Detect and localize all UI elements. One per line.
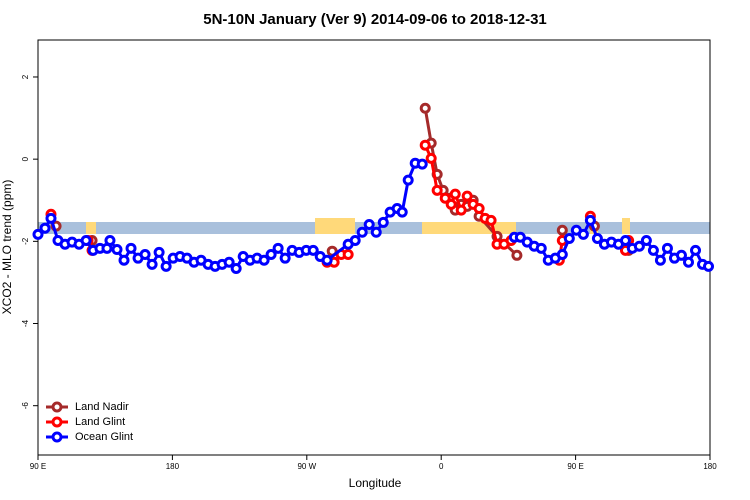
series-marker bbox=[485, 214, 497, 226]
land-strip bbox=[315, 218, 355, 234]
series-marker bbox=[535, 242, 547, 254]
series-marker bbox=[591, 232, 603, 244]
series-marker bbox=[640, 235, 652, 247]
series-marker bbox=[431, 184, 443, 196]
series-line bbox=[37, 161, 709, 271]
x-tick-label: 180 bbox=[166, 462, 180, 471]
series-marker bbox=[556, 224, 568, 236]
series-marker bbox=[647, 244, 659, 256]
legend-label: Ocean Glint bbox=[75, 431, 133, 443]
series-marker bbox=[258, 254, 270, 266]
series-marker bbox=[556, 248, 568, 260]
plot-frame bbox=[37, 39, 711, 456]
series-marker bbox=[661, 242, 673, 254]
series-marker bbox=[654, 254, 666, 266]
series-marker bbox=[349, 235, 361, 247]
legend-marker bbox=[51, 401, 63, 413]
y-tick-label: -6 bbox=[21, 402, 30, 410]
x-tick-label: 90 E bbox=[567, 462, 583, 471]
x-tick-label: 90 E bbox=[30, 462, 46, 471]
series-marker bbox=[370, 226, 382, 238]
x-tick-label: 180 bbox=[703, 462, 717, 471]
series-marker bbox=[139, 248, 151, 260]
x-axis-label: Longitude bbox=[349, 476, 402, 490]
series-marker bbox=[356, 226, 368, 238]
y-tick-label: -4 bbox=[21, 319, 30, 327]
series-marker bbox=[272, 242, 284, 254]
series-marker bbox=[449, 188, 461, 200]
series-marker bbox=[461, 190, 473, 202]
x-tick-label: 0 bbox=[439, 462, 444, 471]
series-marker bbox=[682, 256, 694, 268]
series-marker bbox=[125, 242, 137, 254]
legend-marker bbox=[51, 431, 63, 443]
series-marker bbox=[455, 204, 467, 216]
legend-marker bbox=[51, 416, 63, 428]
series-marker bbox=[111, 244, 123, 256]
land-strip bbox=[622, 218, 630, 234]
series-marker bbox=[104, 235, 116, 247]
series-marker bbox=[577, 228, 589, 240]
series-marker bbox=[445, 198, 457, 210]
chart-title: 5N-10N January (Ver 9) 2014-09-06 to 201… bbox=[203, 11, 547, 28]
x-tick-label: 90 W bbox=[297, 462, 316, 471]
series-marker bbox=[402, 174, 414, 186]
series-marker bbox=[80, 235, 92, 247]
land-strip bbox=[86, 222, 96, 234]
legend-label: Land Glint bbox=[75, 416, 125, 428]
series-marker bbox=[160, 260, 172, 272]
series-marker bbox=[425, 152, 437, 164]
series-marker bbox=[619, 235, 631, 247]
series-marker bbox=[396, 206, 408, 218]
y-tick-label: 0 bbox=[21, 156, 30, 161]
series-marker bbox=[39, 222, 51, 234]
y-tick-label: -2 bbox=[21, 237, 30, 245]
series-marker bbox=[118, 254, 130, 266]
series-marker bbox=[690, 244, 702, 256]
series-marker bbox=[675, 249, 687, 261]
y-tick-label: 2 bbox=[21, 74, 30, 79]
series-marker bbox=[514, 231, 526, 243]
series-marker bbox=[363, 218, 375, 230]
series-marker bbox=[563, 232, 575, 244]
series-marker bbox=[146, 258, 158, 270]
legend-label: Land Nadir bbox=[75, 401, 129, 413]
series-marker bbox=[153, 246, 165, 258]
series-marker bbox=[703, 260, 715, 272]
series-marker bbox=[633, 240, 645, 252]
series-marker bbox=[45, 212, 57, 224]
series-marker bbox=[265, 248, 277, 260]
series-marker bbox=[511, 249, 523, 261]
series-marker bbox=[416, 158, 428, 170]
series-marker bbox=[473, 202, 485, 214]
series-marker bbox=[279, 252, 291, 264]
y-axis-label: XCO2 - MLO trend (ppm) bbox=[0, 180, 14, 315]
land-strip bbox=[422, 222, 516, 234]
series-marker bbox=[223, 256, 235, 268]
series-marker bbox=[584, 214, 596, 226]
series-marker bbox=[321, 254, 333, 266]
series-marker bbox=[439, 192, 451, 204]
series-marker bbox=[307, 244, 319, 256]
series-marker bbox=[377, 216, 389, 228]
series-marker bbox=[32, 228, 44, 240]
series-marker bbox=[230, 262, 242, 274]
series-marker bbox=[419, 139, 431, 151]
series-marker bbox=[419, 102, 431, 114]
series-marker bbox=[342, 248, 354, 260]
